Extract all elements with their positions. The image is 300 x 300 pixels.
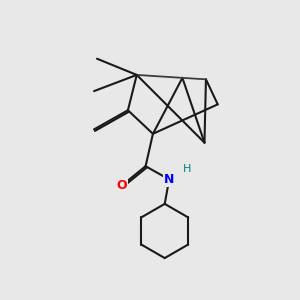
Text: N: N — [164, 173, 174, 186]
Text: O: O — [117, 179, 127, 192]
Text: H: H — [183, 164, 191, 174]
